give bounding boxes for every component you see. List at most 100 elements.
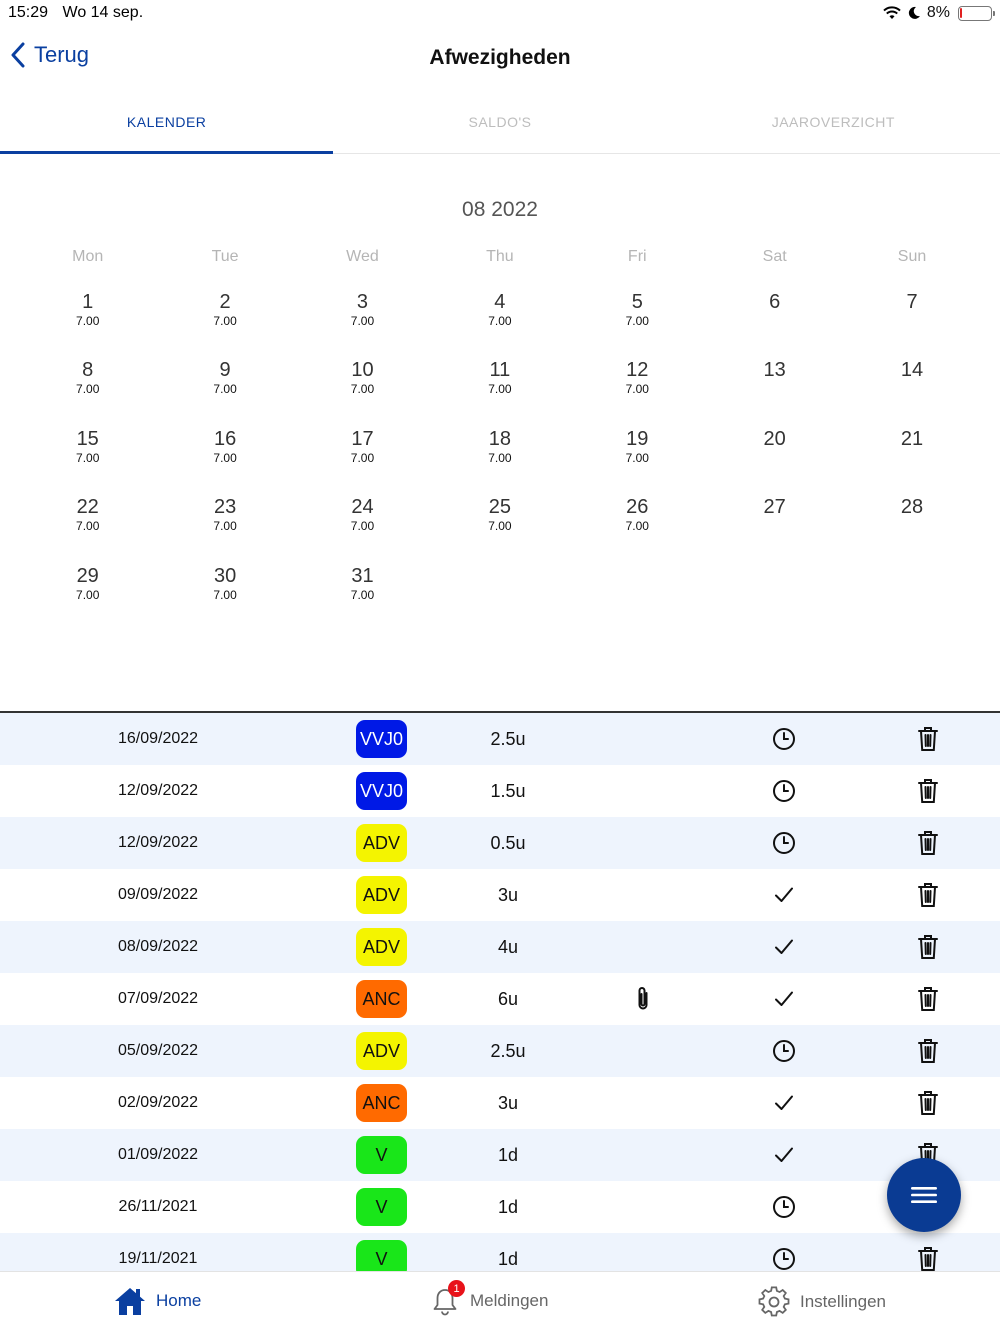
- calendar-day[interactable]: 17 7.00: [294, 427, 431, 495]
- calendar-day[interactable]: 30 7.00: [156, 564, 293, 632]
- bottom-nav-notifications[interactable]: 1 Meldingen: [430, 1280, 549, 1316]
- calendar-day[interactable]: 5 7.00: [569, 290, 706, 358]
- month-label[interactable]: 08 2022: [462, 198, 538, 221]
- trash-icon[interactable]: [915, 1245, 941, 1271]
- absence-row[interactable]: 07/09/2022 ANC 6u: [0, 973, 1000, 1025]
- absence-amount: 3u: [497, 884, 519, 905]
- calendar-day[interactable]: 10 7.00: [294, 358, 431, 426]
- weekday-label: Thu: [486, 248, 514, 265]
- calendar-day[interactable]: 26 7.00: [569, 495, 706, 563]
- calendar-day[interactable]: 28: [843, 495, 980, 563]
- trash-icon[interactable]: [915, 1089, 941, 1117]
- calendar-day[interactable]: 14: [843, 358, 980, 426]
- weekday-label: Sun: [897, 248, 927, 265]
- calendar-day-number: 21: [900, 427, 924, 450]
- calendar-day[interactable]: 22 7.00: [19, 495, 156, 563]
- calendar-day[interactable]: 25 7.00: [431, 495, 568, 563]
- calendar-day-hours: 7.00: [213, 314, 237, 328]
- calendar-day[interactable]: 3 7.00: [294, 290, 431, 358]
- calendar-day[interactable]: 15 7.00: [19, 427, 156, 495]
- bottom-nav-settings[interactable]: Instellingen: [758, 1286, 886, 1318]
- tab-jaaroverzicht[interactable]: JAAROVERZICHT: [771, 114, 895, 130]
- calendar-day-number: 7: [906, 291, 918, 313]
- calendar-day[interactable]: 4 7.00: [431, 290, 568, 358]
- calendar-day[interactable]: 6: [706, 290, 843, 358]
- calendar-day[interactable]: 19 7.00: [569, 427, 706, 495]
- calendar-day[interactable]: 9 7.00: [156, 358, 293, 426]
- calendar-day[interactable]: 27: [706, 495, 843, 563]
- absence-row[interactable]: 02/09/2022 ANC 3u: [0, 1077, 1000, 1129]
- absence-amount: 2.5u: [490, 728, 526, 749]
- absence-row[interactable]: 19/11/2021 V 1d: [0, 1233, 1000, 1271]
- calendar-day[interactable]: 16 7.00: [156, 427, 293, 495]
- calendar-day[interactable]: 20: [706, 427, 843, 495]
- check-icon: [770, 1089, 798, 1117]
- calendar-day-number: 31: [351, 564, 374, 587]
- notifications-label: Meldingen: [470, 1291, 549, 1310]
- calendar-day-hours: 7.00: [625, 314, 649, 328]
- calendar-day[interactable]: 11 7.00: [431, 358, 568, 426]
- home-icon: [115, 1288, 145, 1315]
- calendar-grid: 1 7.00 2 7.00 3 7.00 4 7.00 5 7.00 6 7 8 7.00 9 7.00 10 7…: [19, 290, 981, 632]
- trash-icon[interactable]: [915, 933, 941, 961]
- calendar-day-number: 15: [76, 427, 99, 450]
- calendar-day-number: 20: [763, 427, 786, 450]
- calendar-day-hours: 7.00: [350, 314, 375, 328]
- calendar-day[interactable]: 18 7.00: [431, 427, 568, 495]
- tab-saldos[interactable]: SALDO'S: [468, 114, 532, 130]
- moon-icon: [908, 6, 920, 19]
- calendar-day[interactable]: 8 7.00: [19, 358, 156, 426]
- calendar-day-hours: 7.00: [625, 382, 649, 397]
- menu-fab-button[interactable]: [887, 1158, 961, 1232]
- chevron-left-icon: [11, 42, 25, 68]
- calendar-day[interactable]: 2 7.00: [156, 290, 293, 358]
- absence-date: 16/09/2022: [117, 730, 199, 747]
- absence-row[interactable]: 05/09/2022 ADV 2.5u: [0, 1025, 1000, 1077]
- absence-amount: 1d: [497, 1196, 519, 1217]
- calendar-day-hours: 7.00: [213, 382, 237, 397]
- calendar-day-number: 6: [769, 291, 781, 313]
- absence-amount: 2.5u: [490, 1040, 526, 1061]
- calendar-day[interactable]: 21: [843, 427, 980, 495]
- calendar-day[interactable]: 12 7.00: [569, 358, 706, 426]
- absence-row[interactable]: 26/11/2021 V 1d: [0, 1181, 1000, 1233]
- absence-row[interactable]: 12/09/2022 VVJ0 1.5u: [0, 765, 1000, 817]
- battery-fill: [960, 7, 962, 18]
- absence-code-badge: VVJ0: [356, 720, 407, 758]
- calendar-day-number: 19: [626, 427, 649, 450]
- calendar-day-hours: 7.00: [350, 587, 375, 602]
- check-icon: [770, 881, 798, 909]
- calendar-day[interactable]: 24 7.00: [294, 495, 431, 563]
- paperclip-icon[interactable]: [630, 985, 656, 1013]
- absence-date: 08/09/2022: [117, 938, 199, 955]
- calendar-day[interactable]: 7: [843, 290, 980, 358]
- calendar-day-number: 1: [82, 291, 94, 313]
- trash-icon[interactable]: [915, 725, 941, 753]
- tab-kalender[interactable]: KALENDER: [0, 92, 334, 154]
- absence-row[interactable]: 01/09/2022 V 1d: [0, 1129, 1000, 1181]
- absence-code-badge: ADV: [356, 928, 407, 966]
- calendar-day[interactable]: 29 7.00: [19, 564, 156, 632]
- weekday-label: Mon: [72, 248, 104, 265]
- back-button[interactable]: Terug: [10, 42, 89, 68]
- absence-row[interactable]: 09/09/2022 ADV 3u: [0, 869, 1000, 921]
- absence-list[interactable]: 16/09/2022 VVJ0 2.5u 12/09/2022 VVJ0 1.5u 12/0…: [0, 711, 1000, 1271]
- trash-icon[interactable]: [915, 985, 941, 1013]
- bottom-nav-home[interactable]: Home: [114, 1286, 201, 1316]
- calendar-day[interactable]: 31 7.00: [294, 564, 431, 632]
- bell-icon-wrap: 1: [430, 1280, 465, 1316]
- absence-code-badge: VVJ0: [356, 772, 407, 810]
- nav-bar: Terug Afwezigheden: [0, 28, 1000, 92]
- status-right: 8%: [883, 4, 995, 22]
- calendar-day[interactable]: 23 7.00: [156, 495, 293, 563]
- trash-icon[interactable]: [915, 777, 941, 805]
- trash-icon[interactable]: [915, 1037, 941, 1065]
- calendar-day[interactable]: 13: [706, 358, 843, 426]
- trash-icon[interactable]: [915, 881, 941, 909]
- absence-date: 02/09/2022: [117, 1094, 199, 1111]
- absence-row[interactable]: 16/09/2022 VVJ0 2.5u: [0, 713, 1000, 765]
- absence-row[interactable]: 12/09/2022 ADV 0.5u: [0, 817, 1000, 869]
- trash-icon[interactable]: [915, 829, 941, 857]
- absence-row[interactable]: 08/09/2022 ADV 4u: [0, 921, 1000, 973]
- calendar-day[interactable]: 1 7.00: [19, 290, 156, 358]
